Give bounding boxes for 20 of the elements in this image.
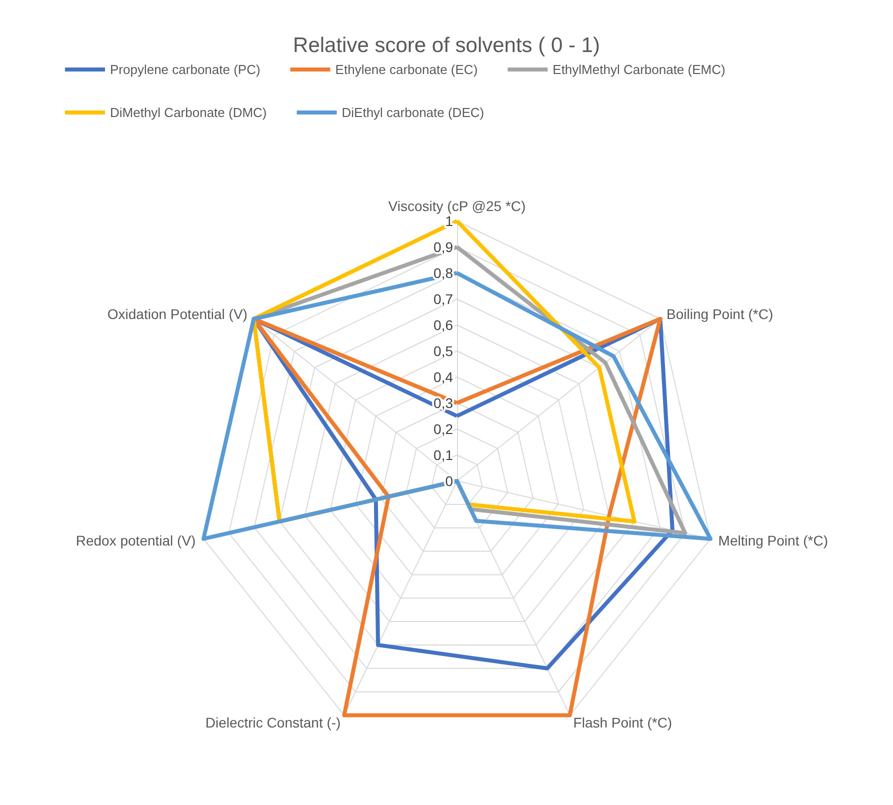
legend-label: Ethylene carbonate (EC) bbox=[335, 62, 478, 77]
y-tick-label: 0,1 bbox=[434, 447, 454, 463]
y-tick-label: 0,7 bbox=[434, 291, 454, 307]
y-tick-label: 0,6 bbox=[434, 317, 454, 333]
legend-label: EthylMethyl Carbonate (EMC) bbox=[552, 62, 726, 77]
chart-title: Relative score of solvents ( 0 - 1) bbox=[293, 34, 600, 57]
legend-label: Propylene carbonate (PC) bbox=[110, 62, 260, 77]
y-tick-label: 0,5 bbox=[434, 343, 454, 359]
spoke-label: Viscosity (cP @25 *C) bbox=[388, 198, 526, 214]
spoke-label: Oxidation Potential (V) bbox=[107, 306, 248, 322]
spoke-label: Redox potential (V) bbox=[76, 532, 196, 549]
legend-label: DiMethyl Carbonate (DMC) bbox=[110, 105, 267, 120]
legend-label: DiEthyl carbonate (DEC) bbox=[342, 105, 484, 120]
spoke-label: Boiling Point (*C) bbox=[666, 306, 774, 322]
y-tick-label: 0,2 bbox=[434, 421, 454, 437]
spoke-label: Melting Point (*C) bbox=[718, 532, 828, 549]
y-tick-label: 0,9 bbox=[434, 239, 454, 255]
y-tick-label: 0,4 bbox=[434, 369, 454, 385]
spoke-label: Dielectric Constant (-) bbox=[205, 714, 341, 730]
spoke-label: Flash Point (*C) bbox=[573, 714, 672, 730]
